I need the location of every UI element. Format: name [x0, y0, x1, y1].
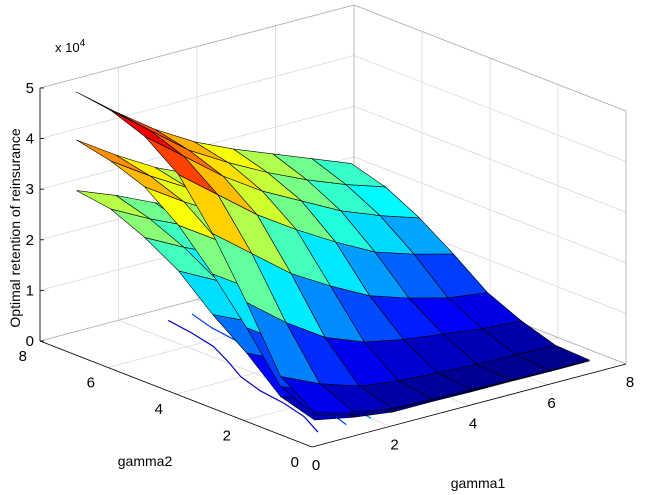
box-edge — [353, 4, 627, 112]
z-tick-label: 4 — [26, 131, 34, 148]
surface-patch — [76, 139, 151, 177]
z-tick-label: 3 — [26, 181, 34, 198]
z-scale-label: x 104 — [55, 38, 86, 55]
gridline — [353, 156, 627, 264]
x-tick-label: 4 — [469, 416, 477, 433]
z-tick-label: 0 — [26, 333, 34, 350]
y-tick-label: 2 — [223, 428, 231, 445]
x-tick-label: 6 — [547, 395, 555, 412]
y-tick-label: 0 — [291, 454, 299, 471]
z-tick-label: 2 — [26, 232, 34, 249]
z-axis-label: Optimal retention of reinsurance — [7, 128, 23, 327]
gridline — [39, 55, 355, 139]
gridline — [353, 55, 627, 162]
z-tick-label: 5 — [26, 80, 34, 97]
surface-patch — [311, 158, 386, 188]
y-tick-label: 8 — [19, 348, 27, 365]
surface-patch — [110, 110, 185, 157]
y-tick-label: 4 — [155, 401, 163, 418]
gridline — [353, 105, 627, 213]
surfaces — [76, 91, 590, 421]
z-tick-label: 1 — [26, 282, 34, 299]
axis-line — [311, 363, 627, 448]
contour-line — [168, 319, 319, 433]
axis-line — [39, 340, 313, 448]
x-axis-label: gamma1 — [451, 475, 506, 491]
axes — [39, 87, 627, 448]
y-axis-label: gamma2 — [118, 453, 173, 469]
x-tick-label: 0 — [312, 457, 320, 474]
x-tick-label: 2 — [390, 436, 398, 453]
y-tick-label: 6 — [87, 375, 95, 392]
x-tick-label: 8 — [626, 374, 634, 391]
box-edge — [39, 4, 355, 89]
